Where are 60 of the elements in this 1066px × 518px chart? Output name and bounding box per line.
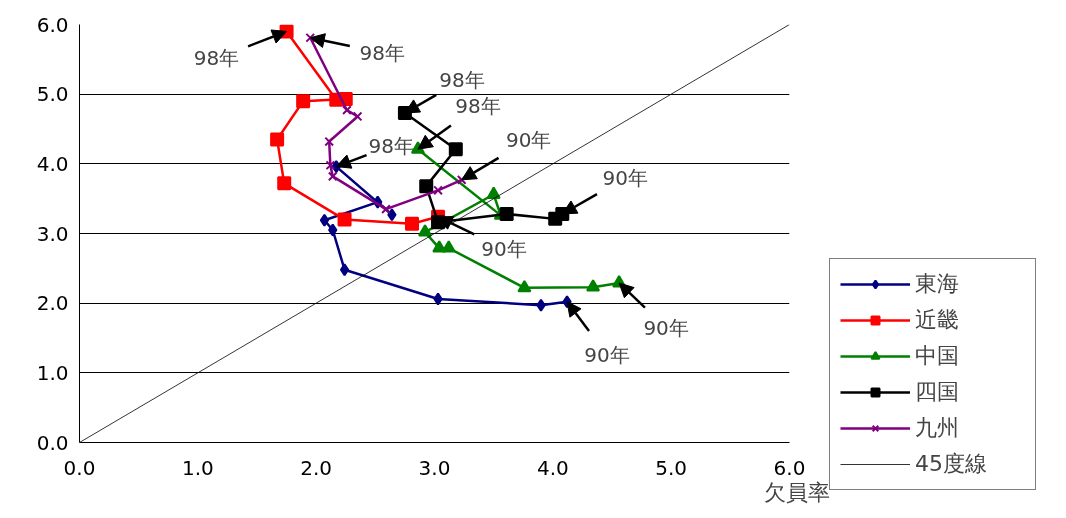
point [536, 298, 546, 312]
x-tick-label: 4.0 [536, 455, 569, 480]
x-axis-title: 欠員率 [763, 479, 830, 505]
point [441, 240, 456, 253]
point [324, 136, 335, 147]
point [419, 179, 434, 194]
annotation: 98年 [455, 94, 501, 119]
point [432, 240, 447, 253]
point [517, 279, 532, 293]
y-tick-label: 5.0 [36, 82, 69, 107]
x-tick-label: 1.0 [181, 455, 214, 480]
point [387, 208, 397, 222]
point [319, 213, 330, 227]
point [586, 279, 601, 292]
point [405, 216, 420, 231]
legend-label: 九州 [915, 414, 960, 442]
legend-label: 中国 [915, 342, 960, 370]
legend-label: 四国 [915, 378, 960, 406]
point [548, 211, 563, 226]
point [305, 32, 316, 43]
x-tick-label: 6.0 [773, 455, 806, 480]
x-tick-label: 2.0 [300, 455, 333, 480]
annotation: 98年 [439, 67, 485, 92]
point [339, 263, 350, 277]
annotation: 98年 [193, 46, 240, 71]
point [418, 224, 433, 237]
y-tick-label: 1.0 [36, 360, 69, 385]
x-tick-label: 0.0 [63, 455, 96, 480]
annotation: 98年 [359, 40, 405, 65]
point [327, 171, 338, 182]
point [448, 142, 463, 157]
point [433, 292, 443, 306]
point [499, 206, 514, 221]
annotation: 90年 [584, 342, 630, 367]
annotation: 90年 [481, 236, 527, 261]
y-tick-label: 2.0 [36, 291, 69, 316]
legend-label: 近畿 [915, 306, 960, 334]
annotation: 90年 [505, 127, 552, 152]
point [456, 174, 467, 185]
point [296, 94, 311, 109]
x-tick-label: 5.0 [655, 455, 688, 480]
point [277, 176, 292, 191]
y-tick-label: 3.0 [36, 221, 69, 246]
y-tick-label: 4.0 [36, 151, 69, 176]
annotation: 90年 [643, 315, 689, 340]
point [270, 132, 285, 147]
annotation: 90年 [602, 165, 649, 190]
y-tick-label: 0.0 [36, 430, 69, 455]
point [433, 185, 443, 196]
annotation: 98年 [368, 133, 415, 158]
point [381, 204, 391, 215]
point [342, 105, 352, 116]
y-tick-label: 6.0 [36, 12, 69, 37]
point [352, 111, 363, 122]
legend-label: 45度線 [915, 450, 988, 478]
legend-label: 東海 [915, 270, 960, 298]
point [337, 212, 352, 227]
point [325, 160, 336, 171]
x-tick-label: 3.0 [418, 455, 451, 480]
point [328, 223, 338, 237]
